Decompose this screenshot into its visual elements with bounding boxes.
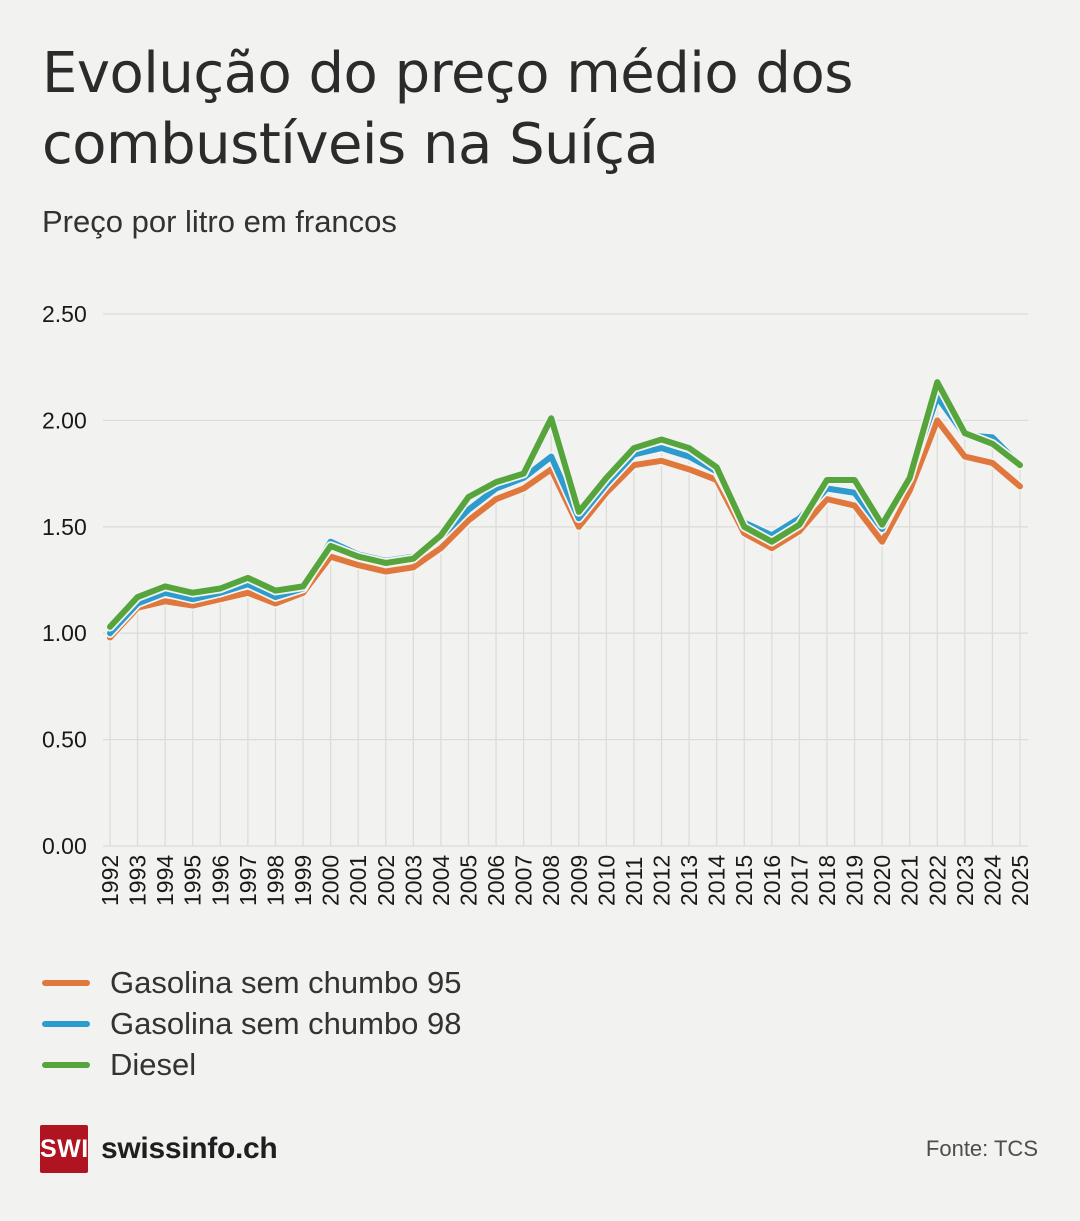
x-tick-label: 2010 — [593, 855, 619, 906]
x-tick-label: 2001 — [345, 855, 371, 906]
y-axis-labels: 0.00 0.50 1.00 1.50 2.00 2.50 — [42, 301, 87, 859]
x-tick-label: 2020 — [869, 855, 895, 906]
y-tick-label: 2.50 — [42, 301, 87, 327]
x-tick-label: 1993 — [125, 855, 151, 906]
x-tick-label: 1999 — [290, 855, 316, 906]
swi-logo: SWI — [40, 1125, 88, 1173]
y-tick-label: 0.50 — [42, 727, 87, 753]
source-label: Fonte: TCS — [925, 1136, 1038, 1161]
y-tick-label: 1.00 — [42, 620, 87, 646]
chart-title: Evolução do preço médio dos combustíveis… — [42, 41, 853, 177]
x-tick-label: 2024 — [979, 855, 1005, 906]
y-tick-label: 2.00 — [42, 407, 87, 433]
x-gridlines — [109, 382, 1021, 846]
chart-legend: Gasolina sem chumbo 95 Gasolina sem chum… — [42, 962, 462, 1085]
x-axis-labels: 1992 1993 1994 1995 1996 1997 1998 1999 2000 2001… — [97, 855, 1033, 906]
legend-label-gasolina-95: Gasolina sem chumbo 95 — [110, 964, 462, 1000]
swissinfo-brand: SWI swissinfo.ch — [40, 1125, 278, 1173]
x-tick-label: 2002 — [373, 855, 399, 906]
x-tick-label: 1992 — [97, 855, 123, 906]
legend-label-gasolina-98: Gasolina sem chumbo 98 — [110, 1005, 462, 1041]
x-tick-label: 2004 — [428, 855, 454, 906]
x-tick-label: 2017 — [786, 855, 812, 906]
x-tick-label: 2018 — [814, 855, 840, 906]
legend-swatch-gasolina-95-line — [42, 979, 90, 986]
brand-wordmark: swissinfo.ch — [101, 1132, 278, 1165]
legend-item-gasolina-95: Gasolina sem chumbo 95 — [42, 962, 462, 1003]
x-tick-label: 1998 — [262, 855, 288, 906]
legend-swatch-gasolina-98-line — [42, 1020, 90, 1027]
chart-subtitle: Preço por litro em francos — [42, 204, 397, 239]
x-tick-label: 1994 — [152, 855, 178, 906]
x-tick-label: 2007 — [511, 855, 537, 906]
x-tick-label: 2019 — [842, 855, 868, 906]
legend-label-diesel: Diesel — [110, 1046, 197, 1082]
x-tick-label: 2025 — [1007, 855, 1033, 906]
x-tick-label: 1995 — [180, 855, 206, 906]
legend-item-diesel: Diesel — [42, 1044, 462, 1085]
footer: SWI swissinfo.ch Fonte: TCS — [0, 1125, 1080, 1173]
x-tick-label: 2005 — [455, 855, 481, 906]
y-tick-label: 0.00 — [42, 833, 87, 859]
x-tick-label: 1997 — [235, 855, 261, 906]
x-tick-label: 2023 — [952, 855, 978, 906]
line-diesel — [107, 379, 1023, 630]
x-tick-label: 2011 — [621, 857, 647, 906]
x-tick-label: 2012 — [649, 855, 675, 906]
x-tick-label: 2015 — [731, 855, 757, 906]
x-tick-label: 2013 — [676, 855, 702, 906]
x-tick-label: 2008 — [538, 855, 564, 906]
x-tick-label: 2006 — [483, 855, 509, 906]
x-tick-label: 1996 — [207, 855, 233, 906]
x-tick-label: 2000 — [318, 855, 344, 906]
x-tick-label: 2016 — [759, 855, 785, 906]
legend-swatch-diesel-line — [42, 1061, 90, 1068]
x-tick-label: 2014 — [704, 855, 730, 906]
x-tick-label: 2022 — [924, 855, 950, 906]
x-tick-label: 2003 — [400, 855, 426, 906]
legend-item-gasolina-98: Gasolina sem chumbo 98 — [42, 1003, 462, 1044]
x-tick-label: 2021 — [897, 855, 923, 906]
y-tick-label: 1.50 — [42, 514, 87, 540]
x-tick-label: 2009 — [566, 855, 592, 906]
